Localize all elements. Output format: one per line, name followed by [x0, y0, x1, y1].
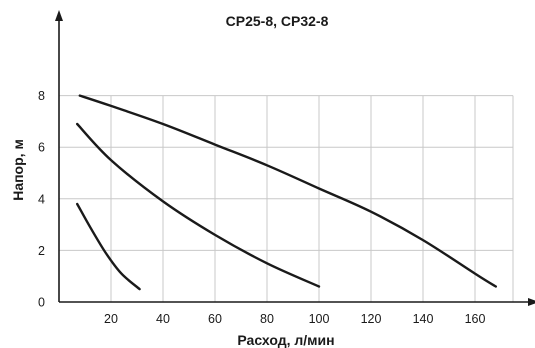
series-curves: [76, 94, 497, 291]
y-tick-label: 0: [38, 296, 45, 310]
x-tick-label: 140: [413, 312, 434, 326]
x-tick-label: 20: [104, 312, 118, 326]
y-axis-title: Напор, м: [10, 139, 26, 201]
y-tick-label: 4: [38, 192, 45, 206]
y-tick-label: 6: [38, 141, 45, 155]
x-tick-label: 60: [208, 312, 222, 326]
series-line-1: [78, 94, 497, 288]
x-tick-label: 120: [361, 312, 382, 326]
y-axis-arrow: [55, 10, 63, 21]
x-tick-label: 160: [465, 312, 486, 326]
y-tick-label: 2: [38, 244, 45, 258]
grid: [59, 95, 514, 302]
x-tick-label: 100: [309, 312, 330, 326]
chart-title: CP25-8, CP32-8: [226, 13, 329, 29]
axes: [55, 10, 535, 306]
y-tick-label: 8: [38, 89, 45, 103]
x-axis-title: Расход, л/мин: [237, 332, 334, 348]
tick-labels: 20 40 60 80 100 120 140 160 0 2 4 6 8: [38, 89, 485, 326]
x-tick-label: 80: [260, 312, 274, 326]
x-tick-label: 40: [156, 312, 170, 326]
series-line-2: [76, 122, 321, 288]
series-line-3: [76, 202, 141, 291]
x-axis-arrow: [528, 298, 535, 306]
